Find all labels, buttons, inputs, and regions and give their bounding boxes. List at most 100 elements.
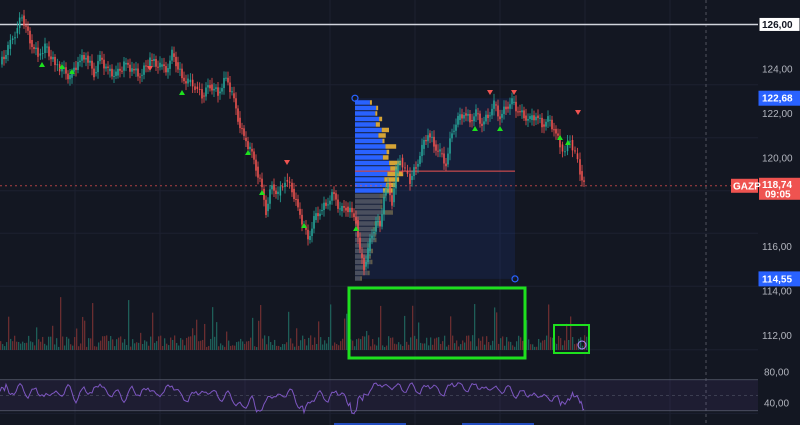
volume-bar <box>160 335 162 350</box>
volume-bar <box>466 335 468 350</box>
volume-bar <box>458 346 460 350</box>
profile-row-b <box>382 210 393 215</box>
candle-body <box>335 193 337 200</box>
volume-bar <box>522 340 524 350</box>
volume-bar <box>292 343 294 350</box>
volume-bar <box>22 341 24 350</box>
volume-bar <box>350 339 352 350</box>
ticker-label[interactable]: GAZP <box>733 181 761 192</box>
candle-body <box>149 57 151 67</box>
candle-body <box>409 173 411 184</box>
candle-body <box>46 46 48 48</box>
candle-body <box>50 56 52 60</box>
volume-bar <box>118 337 120 350</box>
volume-bar <box>584 335 586 350</box>
profile-row-b <box>379 193 386 199</box>
buy-signal-icon <box>472 126 478 131</box>
candle-body <box>307 229 309 240</box>
profile-row-a <box>355 265 364 270</box>
candle-body <box>139 76 141 78</box>
profile-row-a <box>355 270 368 276</box>
candle-body <box>299 208 301 215</box>
volume-bar <box>296 328 298 350</box>
profile-row-a <box>355 232 375 237</box>
volume-bar <box>298 345 300 350</box>
volume-bar <box>432 344 434 350</box>
profile-row-b <box>380 204 383 210</box>
profile-row-a <box>355 160 390 166</box>
volume-bar <box>568 340 570 350</box>
candle-body <box>429 133 431 138</box>
alert-icon[interactable] <box>577 340 587 350</box>
profile-row-b <box>376 105 379 111</box>
candle-body <box>107 66 109 68</box>
volume-bar <box>70 344 72 350</box>
candle-body <box>401 157 404 168</box>
volume-bar <box>10 338 12 350</box>
candle-body <box>447 153 449 165</box>
price-axis[interactable]: 124,00 122,00 120,00 116,00 114,00 112,00 80,0… <box>731 0 800 425</box>
range-box[interactable] <box>351 94 519 283</box>
volume-bar <box>574 344 576 350</box>
candle-body <box>165 66 167 73</box>
candle-body <box>219 91 221 94</box>
candle-body <box>215 87 217 89</box>
ticker-tag-bg[interactable] <box>731 178 758 193</box>
candle-body <box>503 106 505 114</box>
candle-body <box>459 114 461 120</box>
candle-body <box>153 59 155 61</box>
profile-row-a <box>355 111 376 116</box>
candle-body <box>14 37 16 39</box>
volume-bar <box>128 300 130 350</box>
profile-row-a <box>355 138 383 144</box>
current-price-label: 118,74 <box>762 180 792 191</box>
volume-bar <box>66 336 68 350</box>
sell-signal-icon <box>575 110 581 115</box>
price-tick-label: 112,00 <box>762 331 792 342</box>
volume-bar <box>16 341 18 350</box>
volume-bar <box>164 338 166 350</box>
volume-bar <box>146 341 148 350</box>
price-tick-label: 124,00 <box>762 64 793 75</box>
volume-bar <box>572 336 574 350</box>
candle-body <box>25 25 27 27</box>
candle-body <box>39 53 42 56</box>
candle-body <box>491 108 493 116</box>
candle-body <box>41 53 44 55</box>
volume-bar <box>504 345 506 350</box>
volume-bar <box>392 337 394 350</box>
candle-body <box>7 45 9 55</box>
volume-bar <box>418 322 420 350</box>
candle-body <box>11 38 14 40</box>
candle-body <box>18 17 21 29</box>
volume-bar <box>376 345 378 350</box>
rsi-line <box>0 382 585 415</box>
candle-body <box>495 104 497 106</box>
volume-bar <box>54 344 56 350</box>
candle-body <box>379 220 381 227</box>
volume-bar <box>464 342 466 350</box>
candle-body <box>363 257 365 271</box>
candle-body <box>323 202 325 211</box>
candle-body <box>481 123 483 126</box>
volume-bar <box>430 337 432 350</box>
volume-bar <box>578 338 580 350</box>
profile-row-a <box>355 259 371 265</box>
volume-bar <box>58 346 60 350</box>
candle-body <box>377 220 379 223</box>
volume-bar <box>366 330 368 350</box>
candle-body <box>245 137 247 142</box>
volume-bar <box>112 339 114 350</box>
candle-body <box>499 116 501 120</box>
volume-bar <box>264 335 266 350</box>
candle-body <box>406 171 409 174</box>
volume-bar <box>530 344 532 350</box>
volume-bar <box>258 320 260 350</box>
candle-body <box>411 176 413 180</box>
volume-bar <box>310 335 312 350</box>
candle-body <box>361 253 363 258</box>
range-handle-bottom[interactable] <box>511 275 519 283</box>
candle-body <box>109 68 111 72</box>
candle-body <box>561 144 564 152</box>
